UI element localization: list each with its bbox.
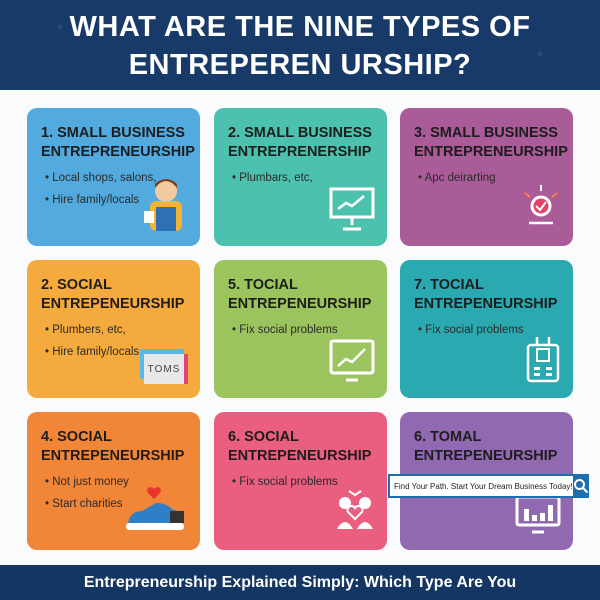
card-title-line: ENTREPRENEURSHIP	[41, 144, 195, 160]
card-bullet: Fix social problems	[414, 319, 559, 341]
card-title-line: ENTREPENEURSHIP	[414, 296, 558, 312]
card-bullets: Not just moneyStart charities	[41, 471, 186, 515]
card-bullets: Fix social problems	[414, 319, 559, 341]
search-icon[interactable]	[572, 474, 589, 498]
card-title-line: ENTREPRENEURSHIP	[414, 144, 568, 160]
title-line-2: ENTREPEREN URSHIP?	[128, 49, 472, 81]
card-title: 3. SMALL BUSINESS ENTREPRENEURSHIP	[414, 124, 568, 162]
community-heart-icon	[335, 489, 375, 540]
target-check-icon	[521, 185, 561, 236]
search-bar[interactable]: Find Your Path. Start Your Dream Busines…	[388, 474, 589, 498]
card-bullet: Plumbers, etc,	[41, 319, 186, 341]
card-title: 1. SMALL BUSINESS ENTREPRENEURSHIP	[41, 124, 195, 162]
search-text[interactable]: Find Your Path. Start Your Dream Busines…	[394, 481, 573, 491]
toms-logo-icon: TOMS	[144, 354, 188, 384]
shoe-heart-icon	[124, 485, 188, 540]
card-bullet: Apc deirarting	[414, 167, 559, 189]
card-bullet: Fix social problems	[228, 319, 373, 341]
card-bullets: Fix social problems	[228, 319, 373, 341]
card-title-line: 6. SOCIAL	[228, 429, 299, 445]
page-title: WHAT ARE THE NINE TYPES OF ENTREPEREN UR…	[0, 0, 600, 90]
card-bullets: Plumbars, etc,	[228, 167, 373, 189]
card-title-line: 4. SOCIAL	[41, 429, 112, 445]
type-card: 4. SOCIAL ENTREPENEURSHIP Not just moneySt…	[27, 412, 200, 550]
card-title: 7. TOCIAL ENTREPENEURSHIP	[414, 276, 559, 314]
card-title-line: ENTREPENEURSHIP	[414, 448, 558, 464]
card-title-line: 1. SMALL BUSINESS	[41, 125, 185, 141]
card-bullet: Start charities	[41, 493, 186, 515]
card-bullet: Hire family/locals	[41, 341, 186, 363]
card-title-line: ENTREPENEURSHIP	[228, 296, 372, 312]
chart-presentation-icon	[329, 187, 375, 236]
card-bullets: Local shops, salons,Hire family/locals	[41, 167, 186, 211]
card-bullets: Plumbers, etc,Hire family/locals	[41, 319, 186, 363]
card-title-line: 2. SOCIAL	[41, 277, 112, 293]
card-title-line: ENTREPRENERSHIP	[228, 144, 372, 160]
card-title: 4. SOCIAL ENTREPENEURSHIP	[41, 428, 186, 466]
type-card: 2. SMALL BUSINESS ENTREPRENERSHIP Plumbars…	[214, 108, 387, 246]
card-title-line: ENTREPENEURSHIP	[41, 296, 185, 312]
card-bullets: Fix social problems	[228, 471, 373, 493]
card-title-line: 7. TOCIAL	[414, 277, 484, 293]
card-title: 6. TOMAL ENTREPENEURSHIP	[414, 428, 559, 466]
card-bullet: Not just money	[41, 471, 186, 493]
card-bullet: Hire family/locals	[41, 189, 186, 211]
monitor-bars-icon	[515, 495, 561, 540]
robot-icon	[525, 337, 561, 388]
card-title-line: ENTREPENEURSHIP	[41, 448, 185, 464]
monitor-chart-icon	[329, 339, 375, 388]
card-title: 6. SOCIAL ENTREPENEURSHIP	[228, 428, 373, 466]
type-card: 5. TOCIAL ENTREPENEURSHIP Fix social probl…	[214, 260, 387, 398]
type-card: 7. TOCIAL ENTREPENEURSHIP Fix social probl…	[400, 260, 573, 398]
type-card: 2. SOCIAL ENTREPENEURSHIP Plumbers, etc,Hi…	[27, 260, 200, 398]
card-title-line: 3. SMALL BUSINESS	[414, 125, 558, 141]
toms-logo-text: TOMS	[147, 363, 181, 375]
card-bullets: Apc deirarting	[414, 167, 559, 189]
card-bullet: Fix social problems	[228, 471, 373, 493]
card-bullet: Local shops, salons,	[41, 167, 186, 189]
card-title-line: ENTREPENEURSHIP	[228, 448, 372, 464]
card-bullet: Plumbars, etc,	[228, 167, 373, 189]
card-title: 2. SOCIAL ENTREPENEURSHIP	[41, 276, 186, 314]
type-card: 6. SOCIAL ENTREPENEURSHIP Fix social probl…	[214, 412, 387, 550]
type-card: 3. SMALL BUSINESS ENTREPRENEURSHIP Apc dei…	[400, 108, 573, 246]
shopkeeper-icon	[142, 171, 188, 236]
type-card: 1. SMALL BUSINESS ENTREPRENEURSHIP Local s…	[27, 108, 200, 246]
title-line-1: WHAT ARE THE NINE TYPES OF	[69, 11, 531, 43]
card-title-line: 5. TOCIAL	[228, 277, 298, 293]
footer-banner: Entrepreneurship Explained Simply: Which…	[0, 565, 600, 600]
card-title-line: 6. TOMAL	[414, 429, 482, 445]
card-title: 5. TOCIAL ENTREPENEURSHIP	[228, 276, 373, 314]
card-title-line: 2. SMALL BUSINESS	[228, 125, 372, 141]
card-title: 2. SMALL BUSINESS ENTREPRENERSHIP	[228, 124, 373, 162]
